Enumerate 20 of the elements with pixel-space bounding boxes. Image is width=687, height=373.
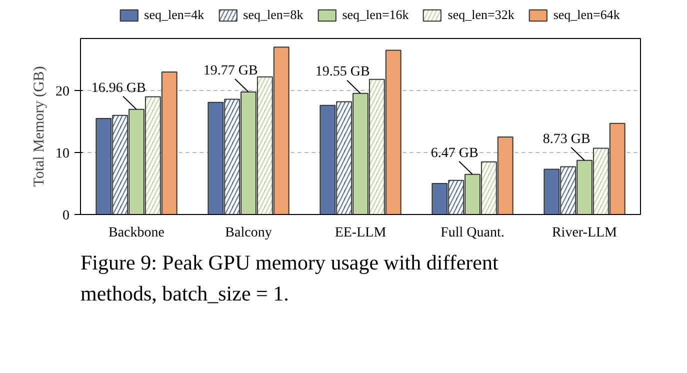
y-tick-label: 10 [56,146,70,162]
data-label: 6.47 GB [430,146,478,161]
legend-label: seq_len=16k [342,7,409,23]
x-tick-label: Full Quant. [440,226,504,240]
y-tick-label: 0 [62,208,70,224]
data-label: 19.55 GB [315,64,370,80]
x-tick-label: EE-LLM [334,226,387,240]
data-label: 8.73 GB [542,132,590,147]
data-label: 19.77 GB [203,63,258,78]
y-axis-title: Total Memory (GB) [32,66,48,187]
data-label: 16.96 GB [91,80,146,96]
legend-label: seq_len=8k [243,7,304,23]
x-tick-label: Balcony [225,226,272,240]
x-tick-label: River-LLM [552,226,618,240]
y-tick-label: 20 [56,84,70,100]
caption: Figure 9: Peak GPU memory usage with different methods, batch_size = 1. [80,250,498,306]
legend-label: seq_len=64k [553,7,620,23]
legend-label: seq_len=32k [448,7,514,23]
x-tick-label: Backbone [108,226,164,240]
legend-label: seq_len=4k [144,7,204,23]
